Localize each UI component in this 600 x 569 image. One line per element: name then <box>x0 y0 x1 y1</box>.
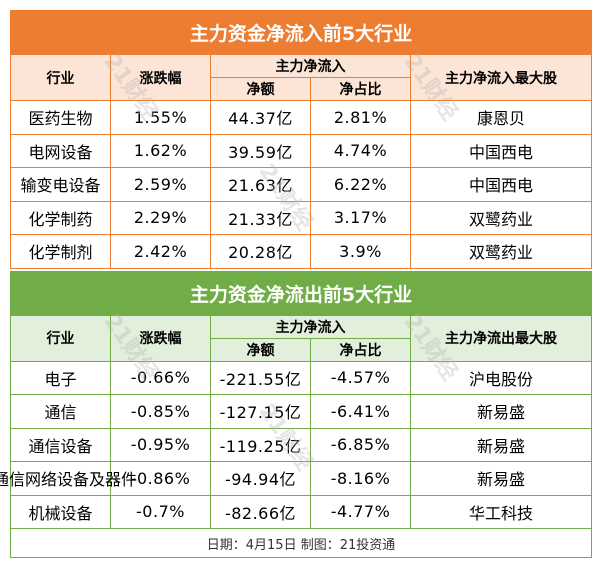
table-row: 通信设备 -0.95% -119.25亿 -6.85% 新易盛 <box>10 427 593 462</box>
outflow-title: 主力资金净流出前5大行业 <box>9 270 593 316</box>
net-amount-cell: -127.15亿 <box>210 394 311 429</box>
header-net-ratio: 净占比 <box>310 337 411 362</box>
change-cell: -0.95% <box>110 427 211 462</box>
top-stock-cell: 新易盛 <box>409 427 593 462</box>
fund-flow-tables: 主力资金净流入前5大行业 行业 涨跌幅 主力净流入 主力净流入最大股 净额 净占… <box>0 10 593 558</box>
industry-cell: 电网设备 <box>10 133 111 168</box>
net-ratio-cell: -6.85% <box>310 427 411 462</box>
net-ratio-cell: 3.17% <box>310 200 411 235</box>
table-row: 医药生物 1.55% 44.37亿 2.81% 康恩贝 <box>10 100 593 135</box>
change-cell: -0.85% <box>110 394 211 429</box>
net-ratio-cell: -8.16% <box>310 461 411 496</box>
industry-cell: 输变电设备 <box>10 167 111 202</box>
change-cell: -0.7% <box>110 494 211 529</box>
net-amount-cell: -94.94亿 <box>210 461 311 496</box>
top-stock-cell: 新易盛 <box>409 394 593 429</box>
net-amount-cell: 39.59亿 <box>210 133 311 168</box>
header-net-amount: 净额 <box>210 337 311 362</box>
change-cell: -0.86% <box>110 461 211 496</box>
industry-cell: 医药生物 <box>10 100 111 135</box>
header-net-amount: 净额 <box>210 77 311 101</box>
top-stock-cell: 新易盛 <box>409 461 593 496</box>
header-top-stock: 主力净流入最大股 <box>409 54 593 101</box>
industry-cell: 通信网络设备及器件 <box>0 461 137 496</box>
change-cell: 2.29% <box>110 200 211 235</box>
top-stock-cell: 双鹭药业 <box>409 234 593 269</box>
header-industry: 行业 <box>10 54 111 101</box>
change-cell: -0.66% <box>110 360 211 395</box>
net-ratio-cell: 6.22% <box>310 167 411 202</box>
net-ratio-cell: 4.74% <box>310 133 411 168</box>
top-stock-cell: 中国西电 <box>409 133 593 168</box>
top-stock-cell: 沪电股份 <box>409 360 593 395</box>
table-row: 通信网络设备及器件 -0.86% -94.94亿 -8.16% 新易盛 <box>0 461 593 496</box>
net-amount-cell: 44.37亿 <box>210 100 311 135</box>
footer-caption: 日期：4月15日 制图：21投资通 <box>9 528 593 558</box>
top-stock-cell: 康恩贝 <box>409 100 593 135</box>
net-amount-cell: 21.63亿 <box>210 167 311 202</box>
industry-cell: 机械设备 <box>10 494 111 529</box>
change-cell: 2.59% <box>110 167 211 202</box>
change-cell: 2.42% <box>110 234 211 269</box>
industry-text: 通信网络设备及器件 <box>0 470 138 490</box>
net-ratio-cell: 2.81% <box>310 100 411 135</box>
outflow-table: 主力资金净流出前5大行业 行业 涨跌幅 主力净流入 主力净流出最大股 净额 净占… <box>0 270 593 558</box>
net-ratio-cell: 3.9% <box>310 234 411 269</box>
header-main-flow: 主力净流入 <box>210 54 411 78</box>
change-cell: 1.62% <box>110 133 211 168</box>
table-row: 通信 -0.85% -127.15亿 -6.41% 新易盛 <box>10 394 593 429</box>
industry-cell: 通信设备 <box>10 427 111 462</box>
header-main-flow: 主力净流入 <box>210 314 411 339</box>
table-row: 机械设备 -0.7% -82.66亿 -4.77% 华工科技 <box>10 494 593 529</box>
inflow-title: 主力资金净流入前5大行业 <box>9 10 593 55</box>
change-cell: 1.55% <box>110 100 211 135</box>
net-amount-cell: -82.66亿 <box>210 494 311 529</box>
header-net-ratio: 净占比 <box>310 77 411 101</box>
net-ratio-cell: -4.57% <box>310 360 411 395</box>
net-ratio-cell: -4.77% <box>310 494 411 529</box>
table-row: 电子 -0.66% -221.55亿 -4.57% 沪电股份 <box>10 360 593 395</box>
net-amount-cell: -221.55亿 <box>210 360 311 395</box>
net-amount-cell: -119.25亿 <box>210 427 311 462</box>
table-row: 输变电设备 2.59% 21.63亿 6.22% 中国西电 <box>10 167 593 202</box>
top-stock-cell: 双鹭药业 <box>409 200 593 235</box>
header-top-stock: 主力净流出最大股 <box>409 314 593 362</box>
net-amount-cell: 20.28亿 <box>210 234 311 269</box>
top-stock-cell: 中国西电 <box>409 167 593 202</box>
industry-cell: 化学制药 <box>10 200 111 235</box>
table-row: 电网设备 1.62% 39.59亿 4.74% 中国西电 <box>10 133 593 168</box>
header-change: 涨跌幅 <box>110 54 211 101</box>
table-row: 化学制剂 2.42% 20.28亿 3.9% 双鹭药业 <box>10 234 593 269</box>
net-amount-cell: 21.33亿 <box>210 200 311 235</box>
industry-cell: 电子 <box>10 360 111 395</box>
net-ratio-cell: -6.41% <box>310 394 411 429</box>
table-row: 化学制药 2.29% 21.33亿 3.17% 双鹭药业 <box>10 200 593 235</box>
inflow-table: 主力资金净流入前5大行业 行业 涨跌幅 主力净流入 主力净流入最大股 净额 净占… <box>9 10 593 269</box>
industry-cell: 化学制剂 <box>10 234 111 269</box>
industry-cell: 通信 <box>10 394 111 429</box>
header-change: 涨跌幅 <box>110 314 211 362</box>
top-stock-cell: 华工科技 <box>409 494 593 529</box>
header-industry: 行业 <box>10 314 111 362</box>
